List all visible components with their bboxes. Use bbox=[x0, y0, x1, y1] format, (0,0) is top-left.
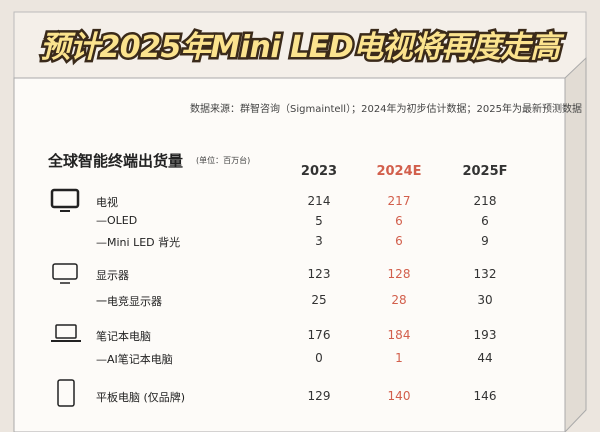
row-label: 电视 bbox=[96, 196, 118, 209]
table-title: 全球智能终端出货量 bbox=[48, 152, 184, 170]
cell: 140 bbox=[387, 389, 411, 403]
column-header: 2024E bbox=[376, 164, 422, 179]
tablet-icon bbox=[57, 379, 75, 407]
cell: 123 bbox=[307, 267, 331, 281]
cell: 193 bbox=[473, 328, 497, 342]
cell: 128 bbox=[387, 267, 411, 281]
cell: 6 bbox=[481, 214, 489, 228]
cell: 176 bbox=[307, 328, 331, 342]
row-label: —AI笔记本电脑 bbox=[96, 353, 173, 366]
monitor-icon bbox=[52, 263, 78, 280]
column-header: 2023 bbox=[300, 164, 338, 179]
cell: 146 bbox=[473, 389, 497, 403]
cell: 214 bbox=[307, 194, 331, 208]
row-label: 平板电脑 (仅品牌) bbox=[96, 391, 186, 404]
laptop-icon bbox=[55, 324, 77, 339]
tv-icon bbox=[50, 188, 80, 209]
headline: 预计2025年Mini LED电视将再度走高 bbox=[38, 28, 563, 68]
cell: 0 bbox=[315, 351, 323, 365]
cell: 6 bbox=[395, 234, 403, 248]
box-side bbox=[564, 56, 587, 432]
row-label: 笔记本电脑 bbox=[96, 330, 151, 343]
cell: 1 bbox=[395, 351, 403, 365]
cell: 9 bbox=[481, 234, 489, 248]
cell: 129 bbox=[307, 389, 331, 403]
cell: 28 bbox=[391, 293, 407, 307]
row-label: —OLED bbox=[96, 214, 138, 227]
cell: 3 bbox=[315, 234, 323, 248]
panel bbox=[13, 77, 566, 432]
cell: 44 bbox=[477, 351, 493, 365]
cell: 217 bbox=[387, 194, 411, 208]
cell: 5 bbox=[315, 214, 323, 228]
cell: 132 bbox=[473, 267, 497, 281]
row-label: 显示器 bbox=[96, 269, 129, 282]
cell: 184 bbox=[387, 328, 411, 342]
table-unit: (单位：百万台) bbox=[196, 156, 251, 165]
cell: 25 bbox=[311, 293, 327, 307]
column-header: 2025F bbox=[462, 164, 508, 179]
row-label: 一电竞显示器 bbox=[96, 295, 162, 308]
cell: 6 bbox=[395, 214, 403, 228]
cell: 30 bbox=[477, 293, 493, 307]
row-label: —Mini LED 背光 bbox=[96, 236, 181, 249]
source-note: 数据来源：群智咨询（Sigmaintell）；2024年为初步估计数据；2025… bbox=[190, 104, 582, 115]
cell: 218 bbox=[473, 194, 497, 208]
